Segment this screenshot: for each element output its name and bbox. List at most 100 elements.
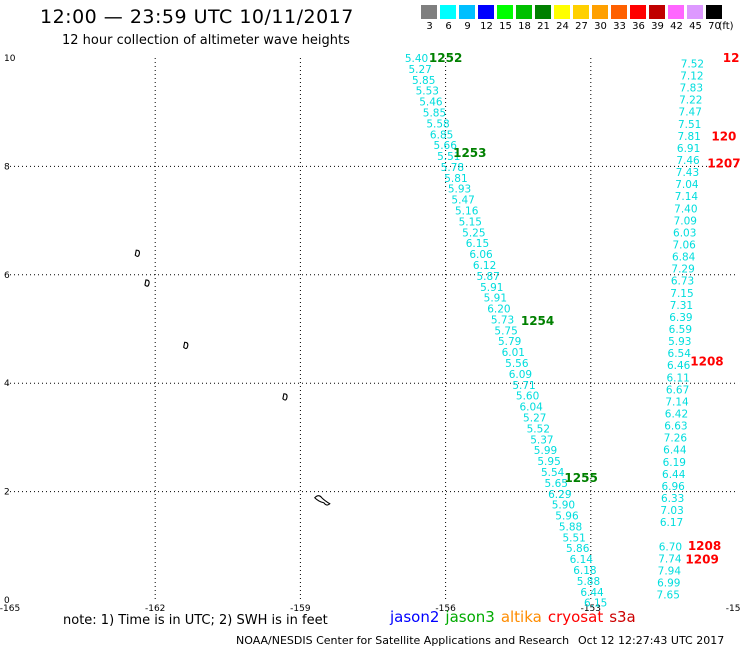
legend-tick-label: 21 — [537, 21, 550, 32]
map-grid — [10, 58, 736, 600]
legend-swatch — [497, 5, 514, 19]
swh-value: 7.12 — [680, 70, 703, 82]
swh-value: 6.12 — [473, 260, 496, 272]
lon-tick-label: -153 — [581, 604, 601, 614]
swh-value: 5.90 — [552, 500, 575, 512]
swh-value: 7.51 — [678, 119, 701, 131]
legend-tick-label: 6 — [445, 21, 452, 32]
pass-time-label: 1207 — [707, 157, 740, 171]
lat-tick-label: 8 — [4, 162, 10, 172]
swh-value: 5.58 — [426, 118, 449, 130]
swh-value: 6.06 — [469, 249, 493, 261]
legend-tick-label: 39 — [651, 21, 664, 32]
legend-tick-label: 27 — [575, 21, 588, 32]
legend-tick-label: 12 — [480, 21, 493, 32]
swh-value: 6.84 — [672, 252, 696, 264]
swh-value: 5.85 — [412, 75, 435, 87]
legend-tick-label: 70 — [708, 21, 721, 32]
footnote: note: 1) Time is in UTC; 2) SWH is in fe… — [63, 613, 328, 628]
swh-value: 5.54 — [541, 467, 565, 479]
swh-value: 5.99 — [534, 445, 557, 457]
swh-value: 6.42 — [665, 409, 688, 421]
satellite-name-s3a: s3a — [609, 608, 636, 626]
swh-value: 7.03 — [660, 505, 683, 517]
satellite-legend: jason2 jason3 altika cryosat s3a — [390, 608, 642, 626]
swh-value: 7.52 — [681, 58, 704, 70]
legend-swatch — [421, 5, 438, 19]
swh-value: 5.86 — [566, 543, 590, 555]
swh-value: 5.27 — [408, 64, 431, 76]
swh-value: 5.93 — [668, 336, 691, 348]
swh-value: 6.29 — [548, 489, 571, 501]
legend-tick-label: 30 — [594, 21, 607, 32]
swh-value: 6.44 — [662, 469, 686, 481]
legend-swatch — [611, 5, 628, 19]
swh-value: 6.73 — [671, 276, 694, 288]
swh-value: 5.75 — [494, 325, 517, 337]
legend-swatch — [668, 5, 685, 19]
swh-value: 6.09 — [509, 369, 532, 381]
swh-value: 6.59 — [669, 324, 692, 336]
legend-swatch — [516, 5, 533, 19]
swh-value: 7.15 — [670, 288, 693, 300]
swh-value: 7.43 — [676, 167, 699, 179]
swh-value: 5.27 — [523, 413, 546, 425]
legend-swatch — [554, 5, 571, 19]
legend-swatch — [459, 5, 476, 19]
swh-value: 7.04 — [675, 179, 699, 191]
pass-time-label: 1252 — [429, 51, 462, 65]
swh-value: 7.46 — [676, 155, 700, 167]
track-jason3: 5.405.275.855.535.465.855.586.855.665.51… — [405, 51, 607, 610]
lon-tick-label: -150 — [726, 604, 740, 614]
legend-tick-label: 9 — [464, 21, 471, 32]
swh-value: 7.40 — [674, 203, 697, 215]
swh-value: 5.66 — [434, 140, 458, 152]
legend-swatch — [573, 5, 590, 19]
legend-tick-label: 15 — [499, 21, 512, 32]
swh-value: 6.17 — [660, 517, 683, 529]
swh-value: 7.29 — [671, 264, 694, 276]
swh-value: 6.46 — [667, 360, 691, 372]
swh-value: 7.65 — [657, 590, 680, 602]
swh-value: 6.15 — [466, 238, 489, 250]
legend-swatch — [478, 5, 495, 19]
pass-time-label: 1254 — [521, 314, 554, 328]
swh-value: 5.51 — [562, 532, 585, 544]
lon-tick-label: -162 — [145, 604, 165, 614]
pass-time-label: 1209 — [685, 552, 718, 566]
pass-time-label: 1208 — [688, 539, 721, 553]
swh-value: 6.33 — [661, 493, 684, 505]
swh-value: 6.18 — [573, 565, 596, 577]
swh-value: 6.91 — [677, 143, 700, 155]
swh-value: 5.56 — [505, 358, 529, 370]
legend-swatch — [592, 5, 609, 19]
swh-value: 6.70 — [659, 541, 682, 553]
page-subtitle: 12 hour collection of altimeter wave hei… — [62, 33, 350, 48]
credit-text: NOAA/NESDIS Center for Satellite Applica… — [236, 634, 570, 647]
swh-value: 5.65 — [545, 478, 568, 490]
swh-value: 5.60 — [516, 391, 539, 403]
swh-value: 6.44 — [580, 587, 604, 599]
swh-value: 6.19 — [663, 457, 686, 469]
swh-value: 5.88 — [559, 521, 582, 533]
lat-tick-label: 6 — [4, 271, 10, 281]
swh-value: 7.26 — [664, 433, 688, 445]
island-outline — [313, 495, 331, 506]
swh-value: 7.22 — [679, 95, 702, 107]
map-axes: -165 -162 -159 -156 -153 -150 0 2 4 6 8 10 — [0, 54, 740, 614]
swh-value: 5.93 — [448, 184, 471, 196]
swh-value: 7.94 — [658, 565, 682, 577]
legend-swatch — [649, 5, 666, 19]
legend-swatch — [706, 5, 723, 19]
pass-time-label: 120 — [711, 130, 736, 144]
swh-value: 6.01 — [502, 347, 525, 359]
satellite-name-jason3: jason3 — [445, 608, 495, 626]
swh-value: 6.96 — [661, 481, 685, 493]
swh-value: 5.71 — [512, 380, 535, 392]
track-cryosat: 7.527.127.837.227.477.517.816.917.467.43… — [657, 51, 740, 602]
swh-value: 5.81 — [444, 173, 467, 185]
swh-value: 6.04 — [519, 402, 543, 414]
swh-value: 7.14 — [665, 396, 689, 408]
legend-swatch — [630, 5, 647, 19]
